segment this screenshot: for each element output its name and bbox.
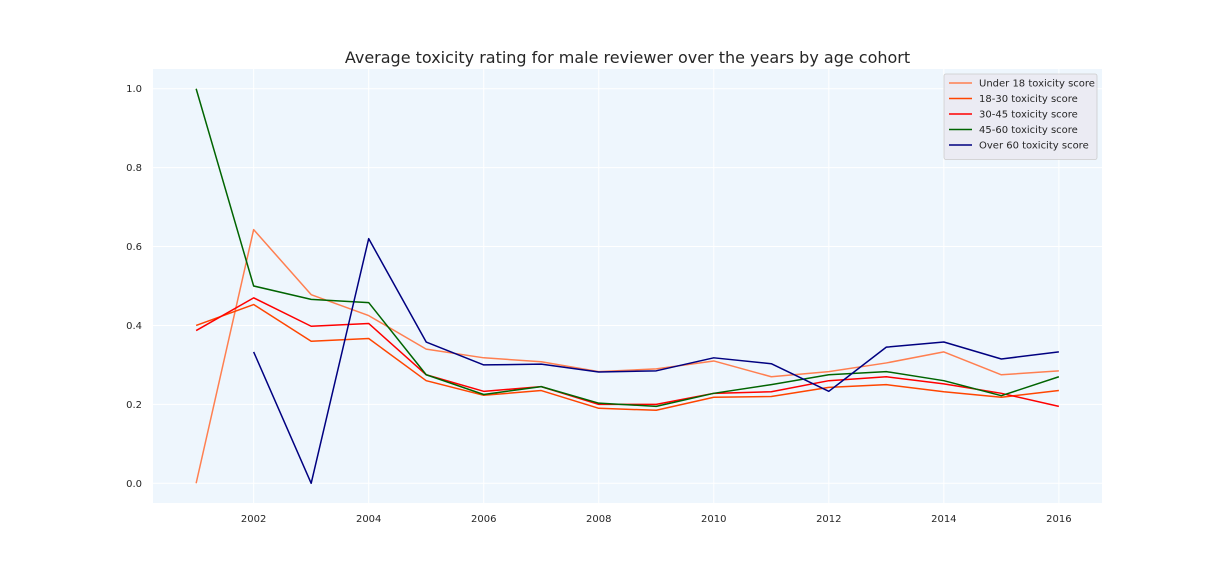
series-line-4 (252, 237, 1059, 485)
y-axis: 0.0 0.2 0.4 0.6 0.8 1.0 (126, 84, 142, 490)
x-tick-label: 2016 (1046, 514, 1071, 525)
legend-label: Under 18 toxicity score (979, 79, 1095, 90)
y-tick-label: 1.0 (126, 84, 142, 95)
legend-label: 30-45 toxicity score (979, 110, 1078, 121)
series-lines (195, 88, 1060, 485)
x-tick-label: 2008 (586, 514, 611, 525)
series-line-3 (195, 88, 1060, 408)
series-line-0 (195, 228, 1059, 484)
x-tick-label: 2004 (356, 514, 381, 525)
legend-label: 18-30 toxicity score (979, 94, 1078, 105)
y-tick-label: 0.6 (126, 242, 142, 253)
x-tick-label: 2006 (471, 514, 496, 525)
y-tick-label: 0.2 (126, 400, 142, 411)
legend: Under 18 toxicity score 18-30 toxicity sc… (943, 73, 1098, 160)
x-axis: 2002 2004 2006 2008 2010 2012 2014 2016 (241, 514, 1072, 525)
x-tick-label: 2012 (816, 514, 841, 525)
y-tick-label: 0.4 (126, 321, 142, 332)
y-tick-label: 0.8 (126, 163, 142, 174)
x-tick-label: 2010 (701, 514, 726, 525)
legend-label: 45-60 toxicity score (979, 125, 1078, 136)
y-tick-label: 0.0 (126, 479, 142, 490)
x-tick-label: 2014 (931, 514, 956, 525)
series-line-1 (195, 303, 1059, 412)
legend-box (943, 73, 1098, 160)
chart-title: Average toxicity rating for male reviewe… (345, 48, 910, 67)
grid (153, 69, 1102, 503)
x-tick-label: 2002 (241, 514, 266, 525)
legend-label: Over 60 toxicity score (979, 141, 1089, 152)
